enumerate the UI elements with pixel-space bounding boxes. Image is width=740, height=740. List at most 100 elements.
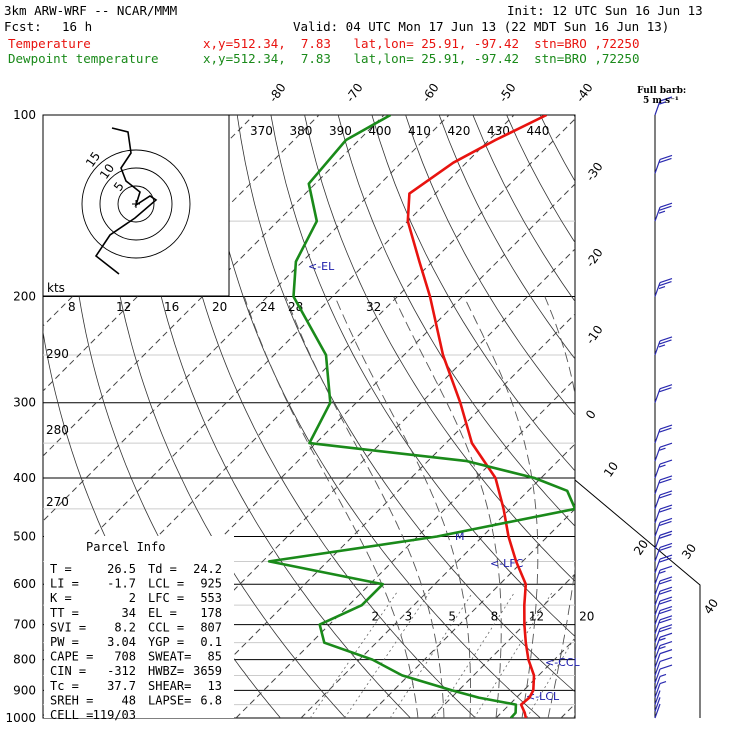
parcel-row-label: LFC = (148, 591, 184, 605)
diagram-edge (574, 479, 701, 718)
wind-barb-flag (659, 627, 672, 633)
wind-barb (654, 656, 673, 676)
isotherm-line (691, 115, 740, 718)
wind-barb-flag (659, 609, 672, 615)
parcel-row-label: HWBZ= (148, 664, 184, 678)
dry-adiabat (438, 115, 575, 360)
sounding-profiles (267, 115, 575, 718)
model-title: 3km ARW-WRF -- NCAR/MMM (4, 3, 178, 18)
hodo-speed-label: 8 (68, 300, 76, 314)
isotherm-label: -70 (343, 81, 366, 105)
parcel-row-value: 24.2 (193, 562, 222, 576)
parcel-row-label: CELL = (50, 708, 93, 722)
wind-barb-staff (654, 428, 661, 444)
parcel-row-value: -1.7 (107, 577, 136, 591)
wind-barb (654, 615, 673, 634)
wind-barb-half (658, 210, 666, 214)
temperature-location: x,y=512.34, 7.83 lat,lon= 25.91, -97.42 … (203, 36, 640, 51)
hodograph-ring (81, 149, 191, 259)
temperature-profile (406, 115, 548, 718)
wind-barbs (654, 96, 673, 719)
parcel-row-value: 708 (114, 650, 136, 664)
wind-barb-flag (659, 478, 672, 484)
parcel-row-label: Tc = (50, 679, 79, 693)
hodo-speed-label: 12 (116, 300, 131, 314)
moist-adiabat (573, 712, 575, 718)
wind-barb (654, 96, 673, 116)
wind-barb-flag (659, 599, 672, 605)
dry-adiabat (405, 115, 575, 416)
wind-barb-flag (659, 586, 673, 592)
isotherm-line (365, 508, 575, 718)
isotherm-line (430, 573, 575, 718)
parcel-row-label: SHEAR= (148, 679, 191, 693)
parcel-row-label: YGP = (148, 635, 184, 649)
wind-barb (654, 690, 661, 705)
wind-barb-half (659, 673, 667, 677)
wind-barb-staff (654, 535, 661, 550)
wind-barb (654, 606, 673, 625)
isotherm-label: 0 (583, 407, 599, 421)
isotherm-label: -80 (266, 81, 289, 105)
hodo-speed-label: 20 (212, 300, 227, 314)
parcel-row-label: CCL = (148, 620, 184, 634)
parcel-row-label: SVI = (50, 620, 86, 634)
wind-barb (654, 703, 661, 719)
wind-barb-flag (659, 339, 672, 345)
wind-barb-staff (654, 206, 661, 222)
dry-adiabat (675, 115, 740, 718)
mixing-ratio-label: 2 (371, 610, 379, 624)
wind-barb-flag (659, 517, 673, 524)
moist-adiabat (285, 296, 445, 718)
dry-adiabat (371, 115, 575, 472)
wind-barb-staff (654, 558, 661, 574)
wind-barb (654, 517, 673, 537)
hodograph-ring (117, 185, 155, 223)
wind-barb (654, 697, 661, 712)
dry-adiabat (270, 115, 575, 637)
wind-barb (654, 277, 673, 297)
wind-barb-staff (654, 570, 661, 585)
hodo-speed-label: 32 (366, 300, 381, 314)
pressure-tick-label: 900 (13, 683, 36, 697)
dry-adiabat (135, 115, 411, 718)
parcel-row-label: LI = (50, 577, 79, 591)
parcel-row-value: 37.7 (107, 679, 136, 693)
barb-legend: Full barb: 5 m s⁻¹ (637, 86, 687, 106)
parcel-row-value: 0.1 (200, 635, 222, 649)
mixing-ratio-label: 20 (579, 610, 594, 624)
pressure-tick-label: 300 (13, 396, 36, 410)
wind-barb-staff (654, 676, 661, 691)
wind-barb (654, 664, 673, 684)
wind-barb (654, 154, 673, 174)
wind-barb-flag (659, 384, 673, 390)
dry-adiabat (169, 115, 476, 718)
wind-barb-flag (659, 154, 673, 161)
parcel-row-label: PW = (50, 635, 79, 649)
isotherm-label: -10 (583, 323, 606, 347)
wind-barb (654, 681, 667, 698)
parcel-row-value: 85 (208, 650, 222, 664)
wind-barb (654, 504, 673, 524)
hodo-speed-label: 28 (288, 300, 303, 314)
wind-barb-flag (659, 504, 673, 510)
moist-adiabat (544, 296, 575, 718)
parcel-row-label: CAPE = (50, 650, 93, 664)
dry-adiabat (709, 115, 740, 718)
lcl-marker: <-LCL (526, 690, 560, 703)
wind-barb (654, 384, 673, 403)
parcel-row-label: EL = (148, 606, 177, 620)
wind-barb (654, 576, 673, 596)
wind-barb (654, 565, 673, 585)
isotherm-label: 20 (631, 537, 651, 558)
wind-barb (654, 459, 673, 479)
wind-barb (654, 596, 673, 616)
wind-barb-flag (659, 596, 673, 602)
theta-label: 420 (448, 124, 471, 138)
wind-barb-flag (659, 280, 672, 287)
wind-barb-staff (654, 580, 661, 596)
wind-barb-staff (654, 547, 661, 562)
wind-barb (654, 542, 673, 562)
theta-left-label: 290 (46, 347, 69, 361)
wind-barb (654, 442, 673, 462)
